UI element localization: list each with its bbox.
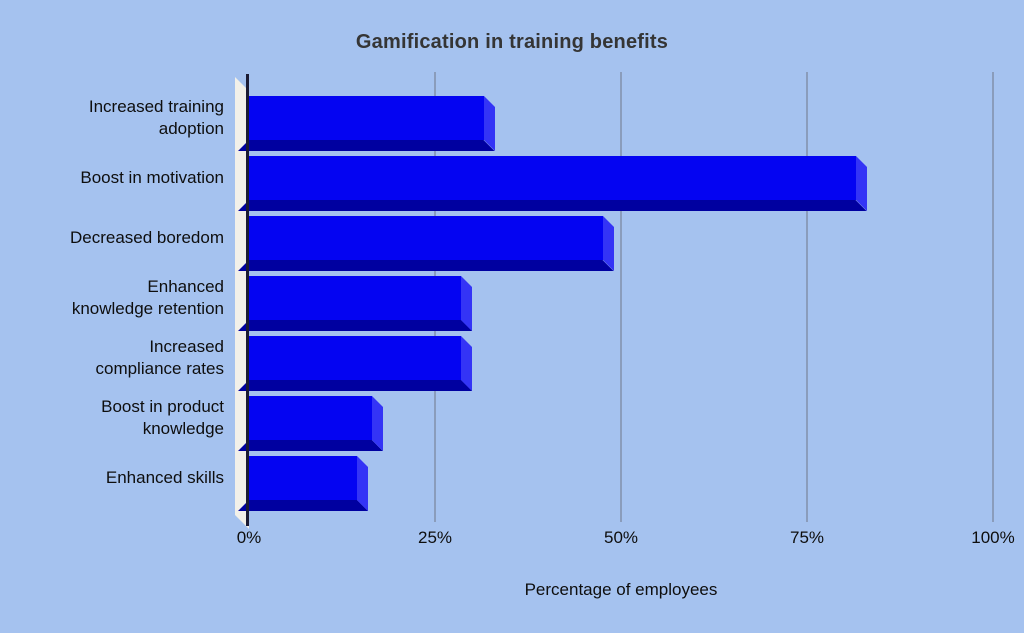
bar-bottom-face xyxy=(238,440,383,451)
category-label: Boost in motivation xyxy=(80,168,224,187)
x-tick-label: 0% xyxy=(236,528,262,547)
bar-6[interactable] xyxy=(249,456,369,511)
x-axis-title: Percentage of employees xyxy=(524,580,718,599)
y-axis-line xyxy=(246,74,249,526)
bar-face xyxy=(249,456,358,500)
category-label: Increased compliance rates xyxy=(95,337,224,378)
bar-face xyxy=(249,396,372,440)
bar-bottom-face xyxy=(238,140,495,151)
bar-side-face xyxy=(461,336,473,391)
bar-2[interactable] xyxy=(249,216,614,271)
category-label: Enhanced skills xyxy=(105,468,224,487)
bar-3[interactable] xyxy=(249,276,473,331)
gridline-50% xyxy=(620,72,622,522)
gridline-75% xyxy=(806,72,808,522)
category-label: Increased training adoption xyxy=(88,97,224,138)
bar-bottom-face xyxy=(238,320,472,331)
bar-5[interactable] xyxy=(249,396,383,451)
category-label: Boost in product knowledge xyxy=(101,397,224,438)
bar-4[interactable] xyxy=(249,336,473,391)
gridline-100% xyxy=(992,72,994,522)
category-label: Enhanced knowledge retention xyxy=(71,277,224,318)
bar-bottom-face xyxy=(238,500,368,511)
bar-face xyxy=(249,96,484,140)
x-tick-label: 50% xyxy=(603,528,639,547)
x-tick-label: 25% xyxy=(417,528,453,547)
x-tick-label: 100% xyxy=(971,528,1015,547)
bar-bottom-face xyxy=(238,200,867,211)
bar-0[interactable] xyxy=(249,96,495,151)
bar-bottom-face xyxy=(238,260,614,271)
plot-area xyxy=(249,72,994,522)
bar-bottom-face xyxy=(238,380,472,391)
bar-1[interactable] xyxy=(249,156,867,211)
bar-face xyxy=(249,216,603,260)
chart-title: Gamification in training benefits xyxy=(355,31,669,53)
bar-face xyxy=(249,336,462,380)
bar-side-face xyxy=(461,276,473,331)
x-tick-label: 75% xyxy=(789,528,825,547)
category-label: Decreased boredom xyxy=(69,228,224,247)
bar-face xyxy=(249,156,856,200)
bar-face xyxy=(249,276,462,320)
